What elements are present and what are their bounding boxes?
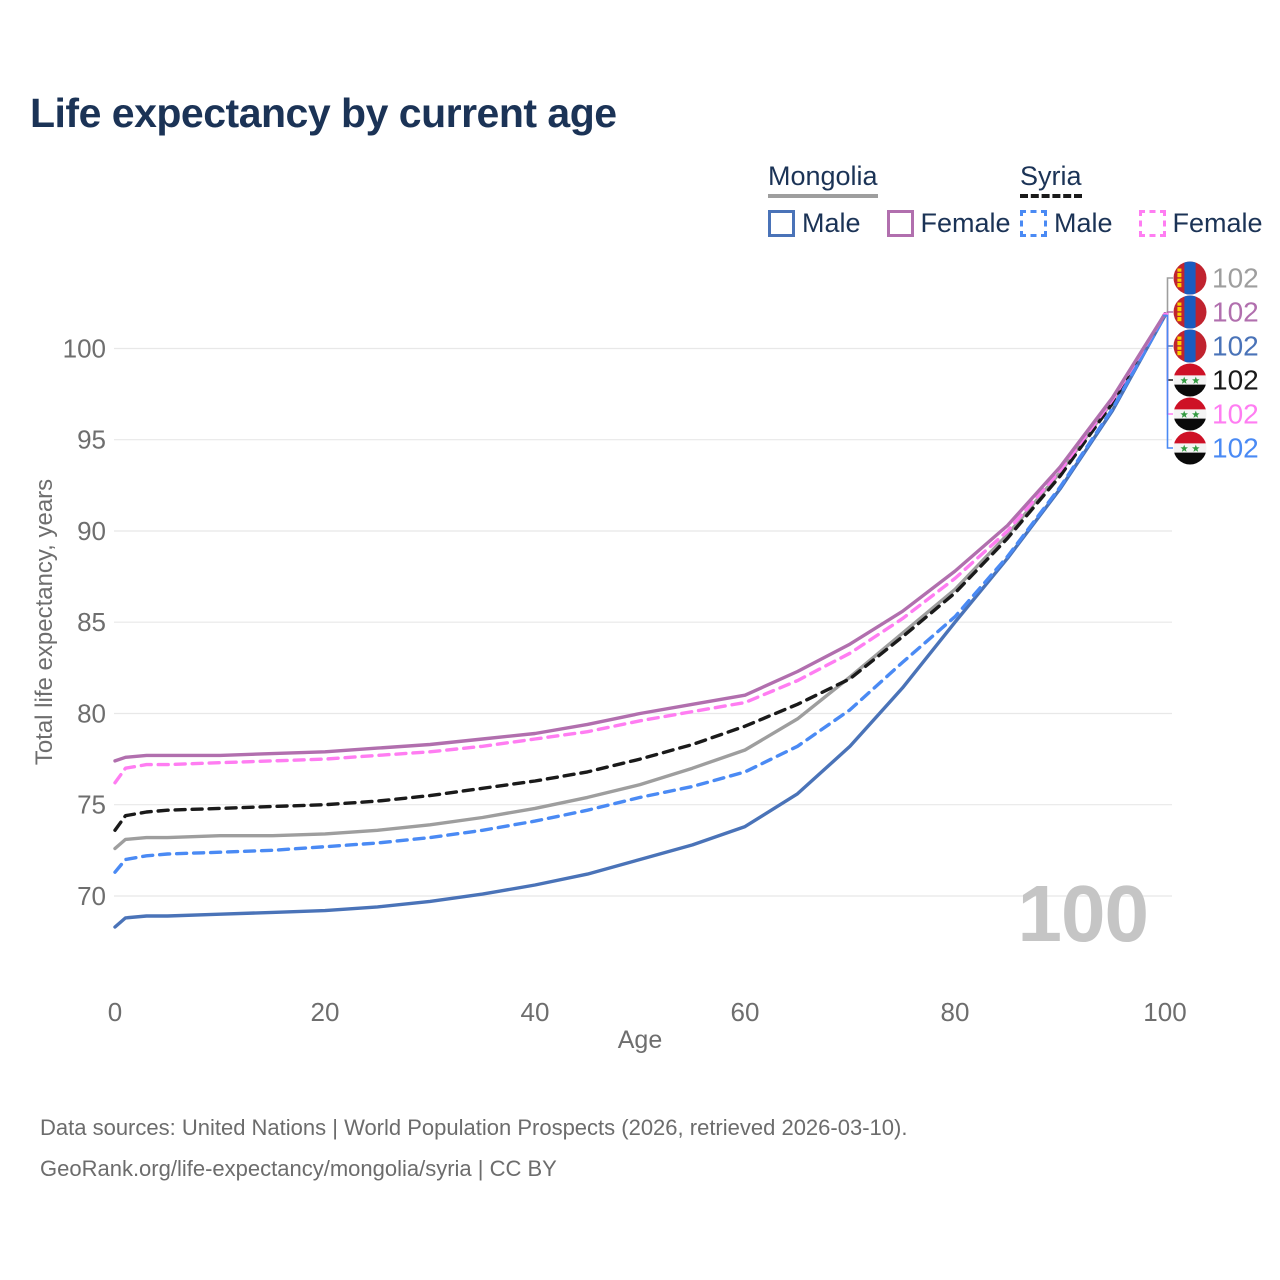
star-glyph — [1180, 444, 1188, 452]
legend-label-syria-female: Female — [1172, 207, 1263, 238]
y-tick-label: 100 — [63, 334, 106, 364]
legend-item-syria-female[interactable]: Female — [1138, 207, 1263, 239]
x-tick-label: 60 — [731, 997, 760, 1027]
syria-female-swatch — [1138, 209, 1166, 237]
line-syria-female — [113, 312, 1167, 785]
y-tick-label: 75 — [77, 790, 106, 820]
page-title: Life expectancy by current age — [30, 90, 617, 136]
line-mongolia — [113, 312, 1167, 851]
line-mongolia-female — [113, 312, 1167, 763]
label-connector-mongolia — [1163, 277, 1173, 315]
end-value-label-mongolia: 102 — [1212, 263, 1259, 294]
y-tick-label: 90 — [77, 516, 106, 546]
footer-line-1: Data sources: United Nations | World Pop… — [40, 1115, 908, 1140]
legend-item-syria-male[interactable]: Male — [1020, 208, 1113, 239]
mongolia-female-swatch — [886, 209, 914, 237]
mongolia-male-swatch — [768, 209, 795, 237]
mongolia-flag-icon — [1173, 329, 1207, 363]
star-glyph — [1180, 410, 1188, 418]
legend-item-mongolia-female[interactable]: Female — [886, 207, 1011, 239]
y-tick-label: 95 — [77, 425, 106, 455]
legend-label-mongolia-female: Female — [920, 207, 1011, 238]
y-tick-label: 70 — [77, 881, 106, 911]
end-value-label-syria-female: 102 — [1212, 399, 1259, 430]
line-syria — [113, 312, 1167, 832]
legend-group-syria: Syria Male Female — [1020, 161, 1263, 239]
x-axis-title: Age — [617, 1026, 663, 1054]
end-value-label-syria: 102 — [1212, 365, 1259, 396]
x-tick-label: 100 — [1143, 997, 1186, 1027]
star-glyph — [1192, 376, 1200, 384]
legend-item-mongolia-male[interactable]: Male — [768, 208, 861, 239]
series-lines — [113, 312, 1167, 929]
x-tick-label: 40 — [521, 997, 550, 1027]
y-tick-label: 85 — [77, 607, 106, 637]
age-watermark: 100 — [1017, 869, 1149, 958]
label-connector-syria-male — [1163, 314, 1173, 449]
mongolia-flag-icon — [1173, 295, 1207, 329]
x-tick-label: 0 — [108, 997, 122, 1027]
footer: Data sources: United Nations | World Pop… — [40, 1107, 907, 1189]
syria-flag-icon — [1173, 363, 1207, 397]
end-value-label-mongolia-female: 102 — [1212, 297, 1259, 328]
syria-flag-icon — [1173, 397, 1207, 431]
star-glyph — [1192, 444, 1200, 452]
x-tick-label: 80 — [941, 997, 970, 1027]
syria-flag-icon — [1173, 431, 1207, 465]
legend-label-mongolia-male: Male — [802, 207, 861, 238]
star-glyph — [1192, 410, 1200, 418]
y-tick-label: 80 — [77, 699, 106, 729]
end-value-label-mongolia-male: 102 — [1212, 331, 1259, 362]
mongolia-flag-icon — [1173, 261, 1207, 295]
y-axis-title: Total life expectancy, years — [31, 478, 58, 766]
line-syria-male — [113, 313, 1167, 874]
legend-label-syria-male: Male — [1054, 207, 1113, 238]
end-value-label-syria-male: 102 — [1212, 433, 1259, 464]
legend-country-syria[interactable]: Syria — [1020, 161, 1082, 198]
star-glyph — [1180, 376, 1188, 384]
legend-country-mongolia[interactable]: Mongolia — [768, 161, 878, 198]
syria-male-swatch — [1020, 209, 1047, 237]
line-mongolia-male — [113, 313, 1167, 929]
footer-line-2: GeoRank.org/life-expectancy/mongolia/syr… — [40, 1156, 557, 1181]
legend-group-mongolia: Mongolia Male Female — [768, 161, 1011, 239]
x-tick-label: 20 — [311, 997, 340, 1027]
